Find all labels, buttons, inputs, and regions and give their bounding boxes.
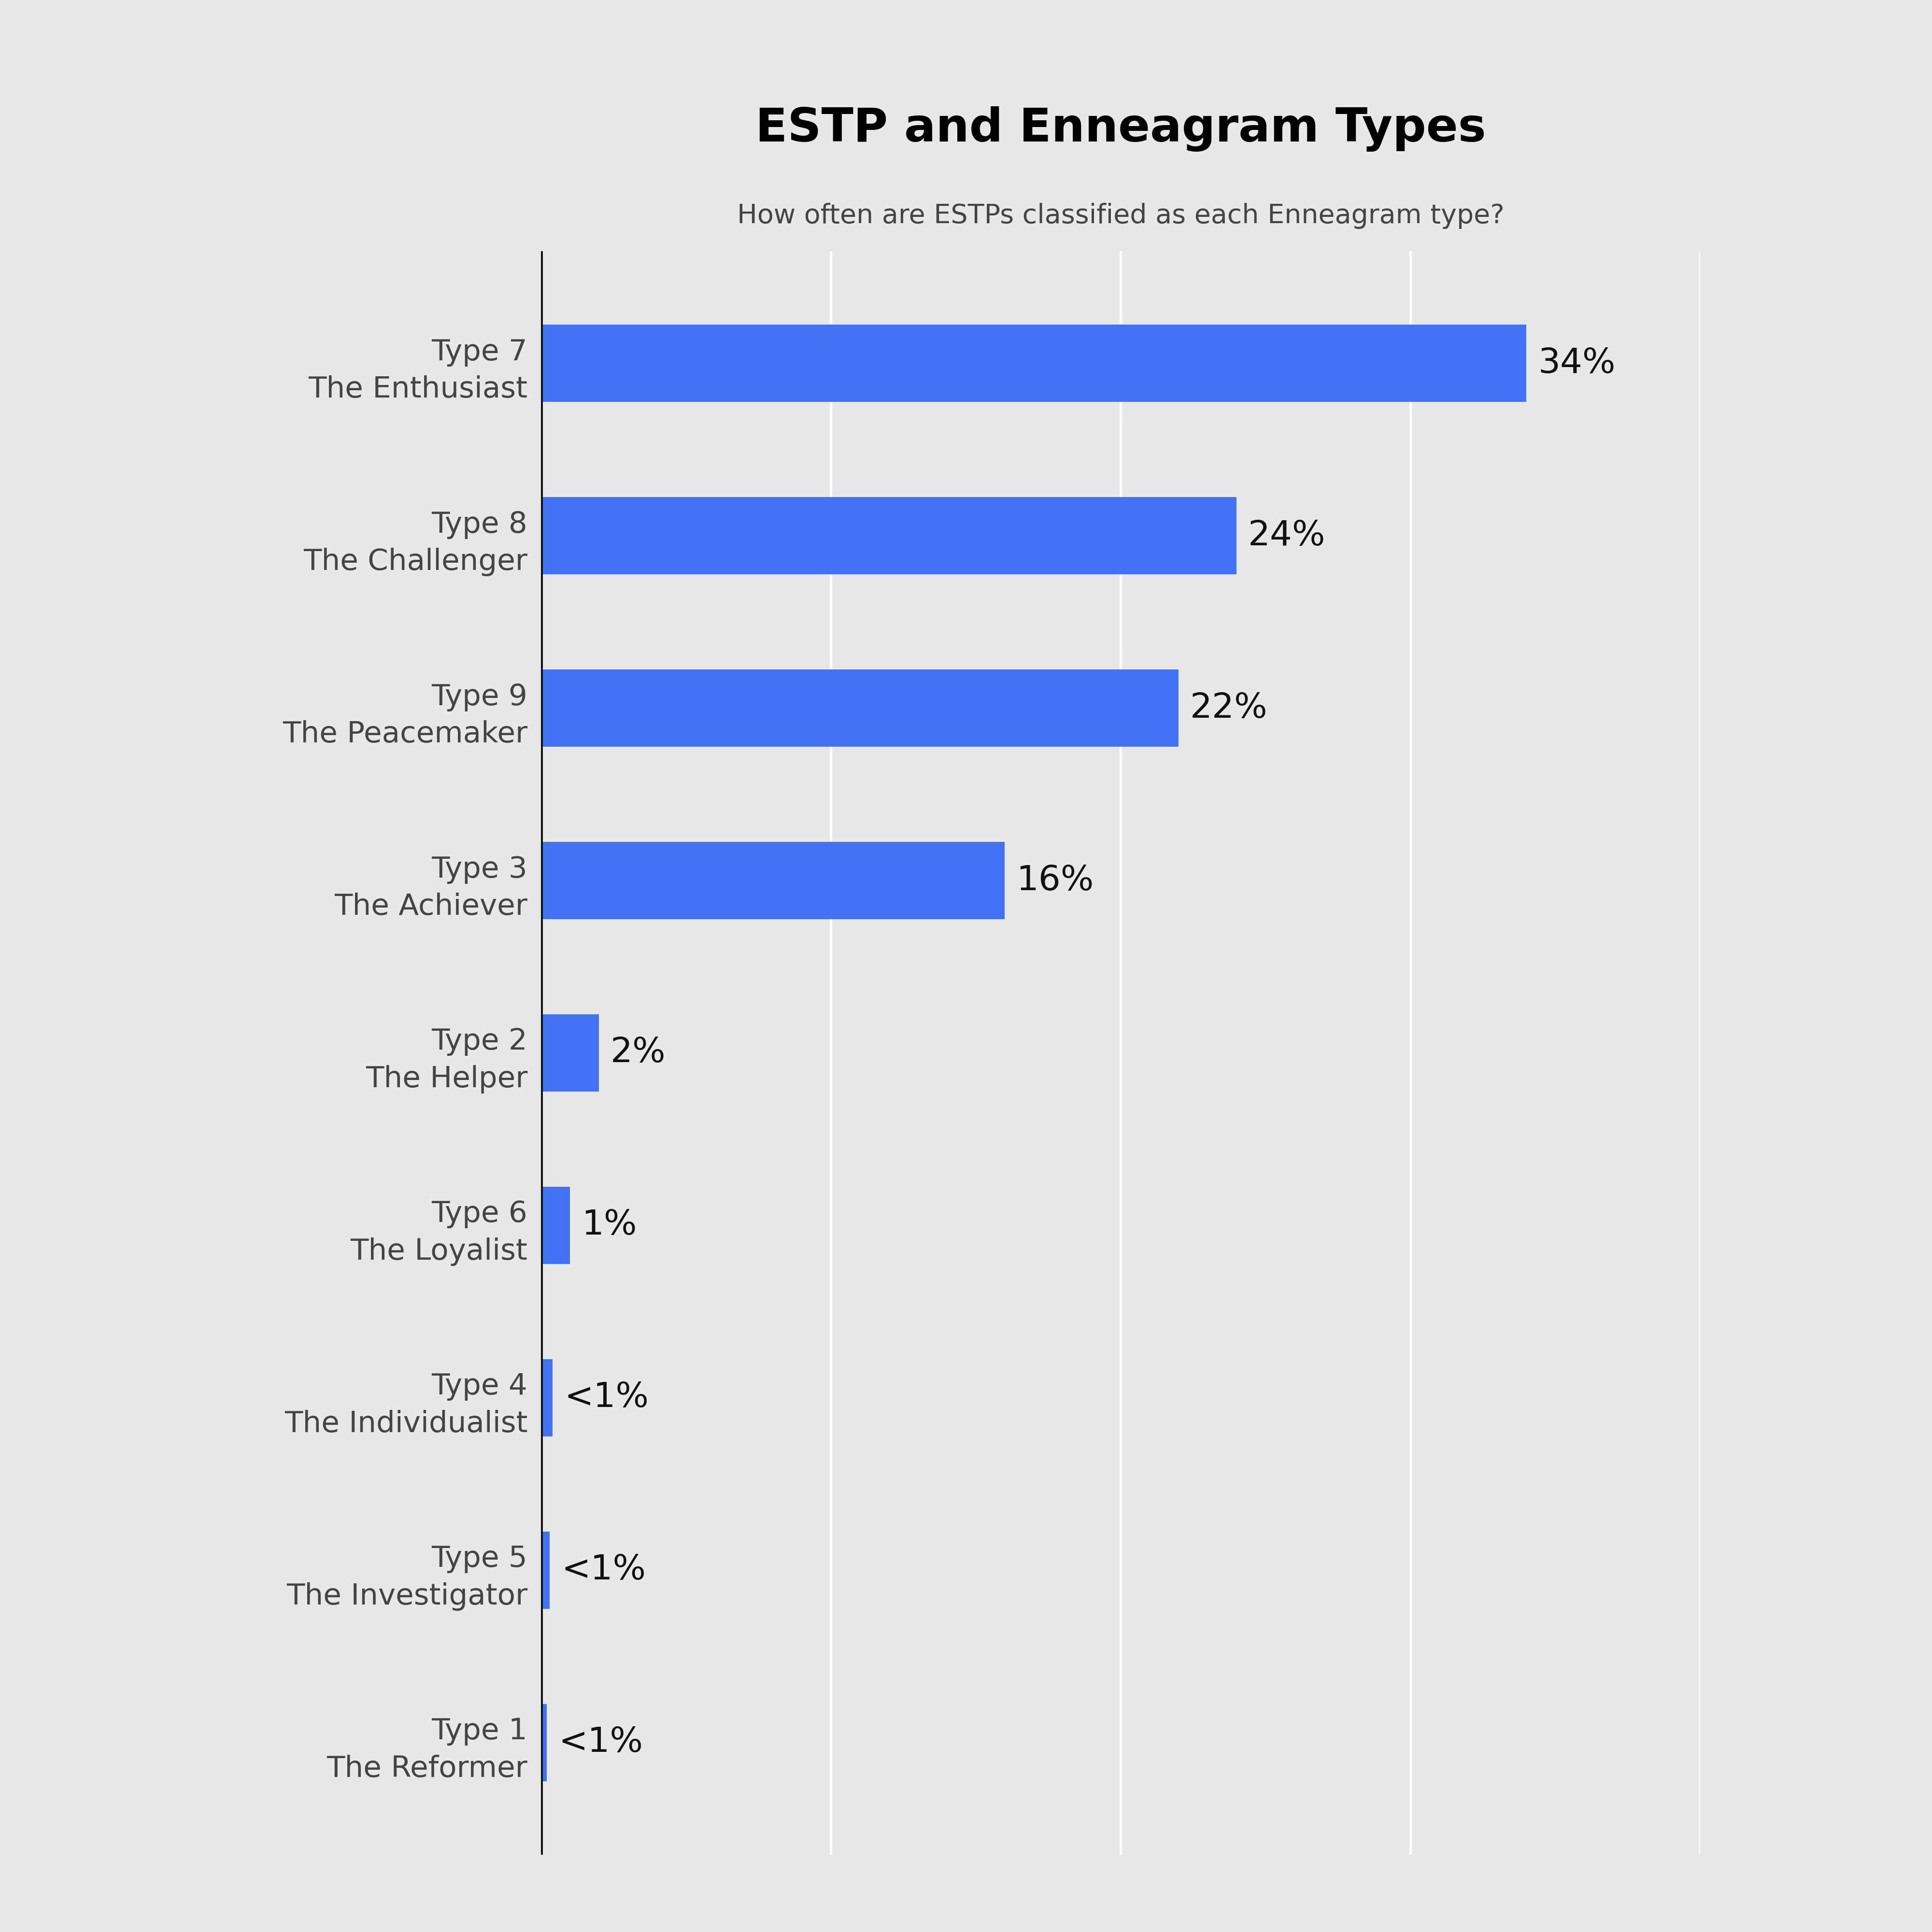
Bar [541,497,1236,574]
Text: <1%: <1% [558,1725,643,1760]
Bar [541,1358,553,1437]
Bar [541,325,1526,402]
Bar [541,1532,551,1609]
Text: 34%: 34% [1538,346,1615,381]
Bar [541,842,1005,920]
Text: 16%: 16% [1016,864,1094,896]
Text: <1%: <1% [560,1553,645,1586]
Text: 22%: 22% [1190,692,1267,724]
Text: How often are ESTPs classified as each Enneagram type?: How often are ESTPs classified as each E… [736,203,1505,228]
Bar [541,1014,599,1092]
Bar [541,668,1179,748]
Text: <1%: <1% [564,1381,649,1414]
Bar [541,1186,570,1264]
Bar [541,1704,547,1781]
Text: ESTP and Enneagram Types: ESTP and Enneagram Types [755,106,1486,153]
Text: 24%: 24% [1248,520,1325,553]
Text: 2%: 2% [611,1036,667,1070]
Text: 1%: 1% [582,1209,638,1242]
